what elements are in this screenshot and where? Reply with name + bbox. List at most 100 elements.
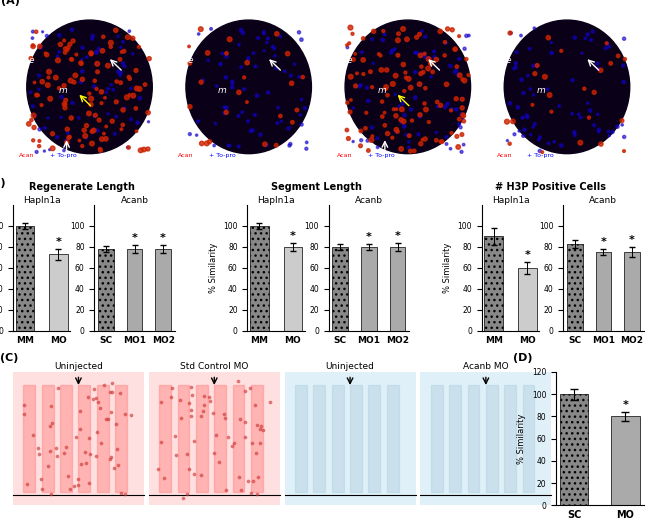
Bar	[612, 416, 640, 505]
Point	[275, 112, 285, 120]
Point	[504, 99, 515, 107]
Point	[144, 54, 155, 63]
Point	[28, 431, 38, 440]
Point	[32, 443, 43, 452]
FancyBboxPatch shape	[23, 385, 35, 492]
Point	[120, 410, 130, 418]
Point	[223, 141, 233, 150]
Point	[415, 69, 426, 78]
Point	[463, 31, 474, 40]
Point	[453, 143, 463, 151]
Bar	[98, 249, 114, 331]
Point	[109, 464, 120, 473]
Point	[111, 113, 122, 121]
Point	[462, 32, 472, 40]
Point	[46, 402, 56, 410]
Point	[405, 147, 415, 155]
Bar	[332, 247, 348, 331]
Point	[53, 56, 63, 65]
Point	[454, 115, 465, 123]
Text: *: *	[55, 237, 61, 247]
Point	[133, 119, 143, 127]
Point	[259, 140, 270, 148]
Point	[221, 49, 231, 57]
Point	[135, 146, 146, 155]
Text: (D): (D)	[513, 353, 532, 363]
Point	[66, 114, 77, 122]
Point	[59, 449, 70, 457]
Point	[443, 25, 453, 33]
Point	[106, 39, 116, 47]
Point	[29, 78, 40, 86]
Point	[361, 83, 372, 92]
Point	[348, 55, 359, 64]
Point	[242, 58, 252, 67]
Point	[534, 147, 545, 155]
Point	[224, 141, 235, 150]
Point	[211, 431, 222, 439]
Point	[185, 382, 196, 391]
Point	[110, 130, 120, 138]
Point	[361, 109, 372, 117]
Point	[528, 91, 539, 99]
Point	[211, 82, 222, 90]
Point	[222, 433, 233, 442]
Point	[458, 141, 469, 149]
Point	[419, 100, 430, 108]
Point	[196, 412, 206, 420]
Point	[391, 105, 402, 114]
Point	[233, 142, 244, 151]
Point	[40, 124, 50, 132]
Point	[40, 49, 51, 58]
FancyBboxPatch shape	[115, 385, 127, 492]
Point	[617, 121, 627, 129]
Point	[91, 394, 101, 402]
Point	[94, 404, 105, 412]
Point	[198, 406, 208, 415]
Title: Hapln1a: Hapln1a	[23, 196, 60, 205]
Point	[358, 34, 369, 43]
Point	[411, 33, 422, 41]
Point	[236, 63, 246, 71]
Bar	[484, 237, 503, 331]
Point	[27, 34, 38, 42]
Text: + To-pro: + To-pro	[527, 153, 554, 158]
Point	[389, 105, 399, 114]
Point	[404, 138, 414, 146]
Point	[342, 43, 352, 52]
Point	[450, 45, 461, 53]
Point	[122, 143, 133, 152]
Point	[75, 59, 86, 67]
Point	[96, 439, 106, 448]
Point	[346, 96, 356, 104]
Title: Uninjected: Uninjected	[54, 362, 103, 371]
Point	[589, 88, 599, 96]
Point	[546, 39, 556, 47]
Point	[532, 61, 542, 70]
Point	[28, 41, 38, 49]
Point	[366, 136, 376, 144]
Point	[387, 133, 398, 142]
Title: Hapln1a: Hapln1a	[491, 196, 529, 205]
Point	[513, 103, 523, 111]
Point	[294, 28, 304, 36]
Point	[273, 103, 283, 111]
Point	[198, 401, 209, 409]
Point	[60, 96, 71, 104]
Point	[356, 136, 367, 144]
Point	[64, 133, 74, 142]
Point	[59, 100, 70, 108]
Point	[252, 473, 263, 481]
Point	[451, 105, 462, 114]
Point	[588, 27, 598, 35]
Point	[246, 127, 256, 135]
Point	[52, 133, 62, 141]
Point	[35, 475, 46, 483]
Point	[378, 36, 388, 44]
Point	[398, 60, 408, 69]
Bar	[595, 252, 611, 331]
Point	[107, 117, 118, 126]
FancyBboxPatch shape	[79, 385, 90, 492]
Point	[44, 73, 54, 82]
Point	[84, 109, 94, 118]
